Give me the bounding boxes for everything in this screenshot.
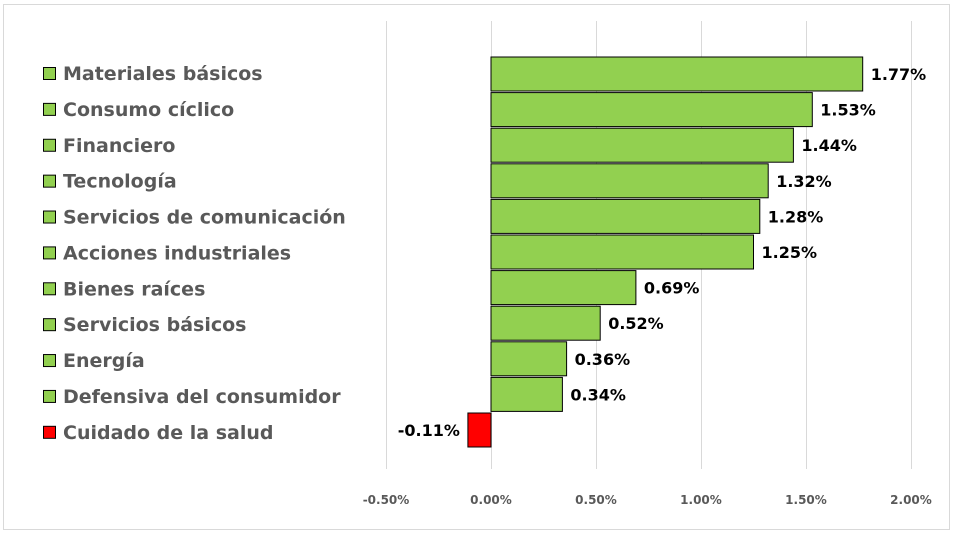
bar bbox=[490, 270, 637, 306]
data-label: 1.53% bbox=[820, 101, 876, 120]
bar bbox=[490, 376, 563, 412]
data-label: 1.44% bbox=[801, 136, 857, 155]
legend-label: Acciones industriales bbox=[63, 242, 291, 264]
data-label: 1.77% bbox=[871, 65, 927, 84]
x-tick-label: 0.00% bbox=[470, 493, 512, 507]
legend-swatch bbox=[43, 138, 56, 152]
legend-label: Servicios de comunicación bbox=[63, 207, 346, 229]
data-label: 0.34% bbox=[570, 385, 626, 404]
x-tick-label: -0.50% bbox=[363, 493, 410, 507]
bar bbox=[490, 163, 769, 199]
x-tick-label: 1.50% bbox=[785, 493, 827, 507]
data-label: 1.32% bbox=[776, 172, 832, 191]
legend: Materiales básicos Consumo cíclico Financi… bbox=[43, 63, 346, 444]
legend-swatch bbox=[43, 102, 56, 116]
x-tick-label: 1.00% bbox=[680, 493, 722, 507]
legend-swatch bbox=[43, 282, 56, 296]
bar bbox=[490, 234, 754, 270]
legend-label: Energía bbox=[63, 350, 145, 372]
legend-swatch bbox=[43, 246, 56, 260]
bar bbox=[490, 56, 864, 92]
bars bbox=[467, 56, 864, 448]
data-label: 0.52% bbox=[608, 314, 664, 333]
legend-swatch bbox=[43, 174, 56, 188]
legend-swatch bbox=[43, 210, 56, 224]
legend-label: Materiales básicos bbox=[63, 63, 263, 85]
bar bbox=[490, 305, 601, 341]
bar bbox=[490, 341, 568, 377]
bar bbox=[490, 127, 794, 163]
x-tick-label: 0.50% bbox=[575, 493, 617, 507]
legend-swatch bbox=[43, 67, 56, 80]
legend-label: Bienes raíces bbox=[63, 278, 205, 300]
data-label: 1.25% bbox=[762, 243, 818, 262]
legend-swatch bbox=[43, 354, 56, 368]
legend-label: Servicios básicos bbox=[63, 314, 246, 336]
legend-swatch bbox=[43, 318, 56, 332]
bar bbox=[490, 92, 813, 128]
legend-label: Defensiva del consumidor bbox=[63, 386, 341, 408]
x-tick-label: 2.00% bbox=[890, 493, 932, 507]
legend-label: Consumo cíclico bbox=[63, 99, 234, 121]
legend-swatch bbox=[43, 425, 56, 439]
legend-label: Financiero bbox=[63, 135, 175, 157]
bar bbox=[467, 412, 492, 448]
legend-label: Cuidado de la salud bbox=[63, 422, 274, 444]
data-label: -0.11% bbox=[398, 421, 460, 440]
x-axis-tick-labels: -0.50% 0.00% 0.50% 1.00% 1.50% 2.00% bbox=[363, 493, 932, 507]
legend-label: Tecnología bbox=[63, 171, 177, 193]
data-label: 1.28% bbox=[768, 207, 824, 226]
bar bbox=[490, 198, 761, 234]
legend-swatch bbox=[43, 389, 56, 403]
data-label: 0.69% bbox=[644, 279, 700, 298]
data-label: 0.36% bbox=[575, 350, 631, 369]
data-labels: 1.77% 1.53% 1.44% 1.32% 1.28% 1.25% 0.69% 0.52%… bbox=[398, 65, 926, 440]
